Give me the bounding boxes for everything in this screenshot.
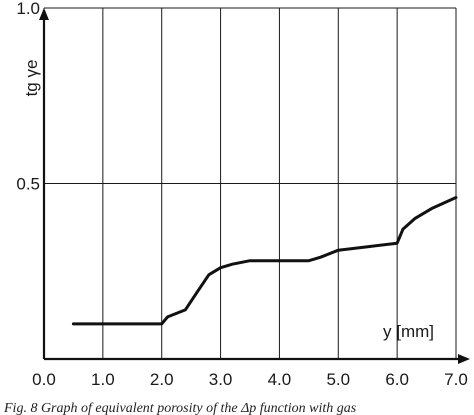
figure-caption: Fig. 8 Graph of equivalent porosity of t… bbox=[3, 401, 357, 415]
x-tick-label: 3.0 bbox=[209, 370, 233, 389]
y-axis-arrow-icon bbox=[39, 8, 49, 20]
series-line bbox=[71, 196, 458, 326]
y-tick-label: 0.5 bbox=[16, 175, 40, 194]
axes bbox=[39, 8, 470, 364]
x-axis-arrow-icon bbox=[458, 354, 470, 364]
x-tick-label: 6.0 bbox=[385, 370, 409, 389]
grid bbox=[43, 7, 457, 359]
x-tick-label: 7.0 bbox=[444, 370, 468, 389]
x-tick-label: 4.0 bbox=[268, 370, 292, 389]
y-tick-label: 1.0 bbox=[16, 0, 40, 18]
x-tick-label: 5.0 bbox=[326, 370, 350, 389]
tick-labels: 0.0 1.0 2.0 3.0 4.0 5.0 6.0 7.0 0.5 1.0 bbox=[16, 0, 467, 389]
y-axis-label: tg γe bbox=[22, 60, 41, 97]
x-axis-label: y [mm] bbox=[383, 322, 434, 341]
x-tick-label: 0.0 bbox=[32, 370, 56, 389]
x-tick-label: 1.0 bbox=[91, 370, 115, 389]
x-tick-label: 2.0 bbox=[150, 370, 174, 389]
